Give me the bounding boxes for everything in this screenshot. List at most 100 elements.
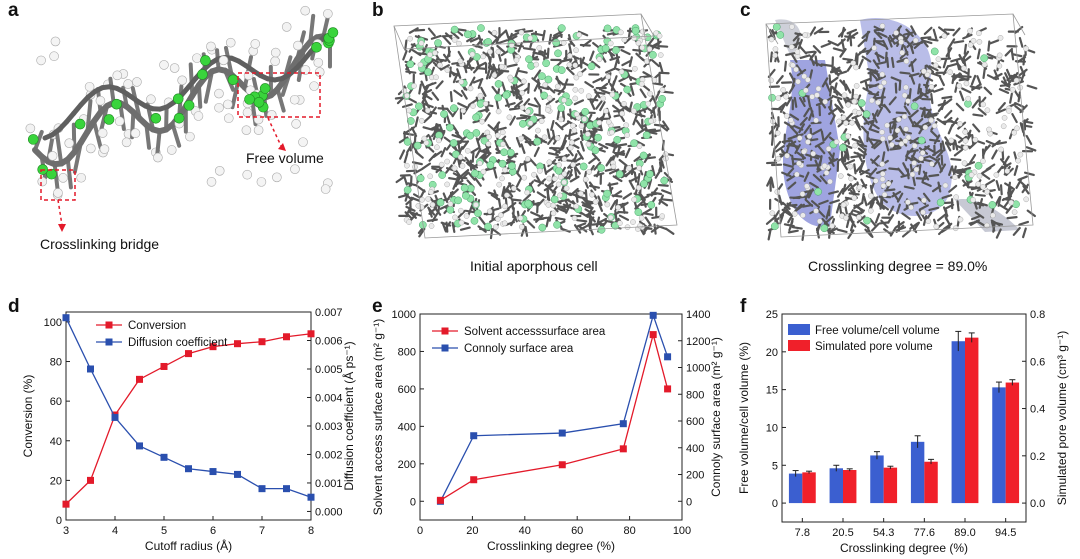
bond	[442, 36, 452, 45]
panel-c-cell	[765, 13, 1038, 241]
bond	[533, 69, 542, 79]
hydrogen-atom	[53, 188, 63, 198]
bond	[831, 94, 843, 101]
bond	[902, 162, 909, 173]
hydrogen-atom	[804, 183, 810, 189]
data-point	[136, 442, 143, 450]
crosslink-atom	[484, 38, 493, 46]
hydrogen-atom	[535, 127, 541, 134]
bond	[939, 142, 943, 154]
bond	[560, 227, 571, 233]
bond	[893, 123, 897, 135]
bond	[450, 31, 460, 40]
hydrogen-atom	[517, 215, 524, 221]
bond	[788, 72, 796, 83]
crosslink-atom	[259, 83, 271, 94]
hydrogen-atom	[920, 209, 926, 216]
plot-frame	[65, 311, 312, 521]
bond	[409, 141, 416, 152]
bond	[813, 27, 824, 35]
data-point	[160, 362, 168, 370]
bond	[481, 145, 492, 153]
hydrogen-atom	[447, 201, 454, 207]
hydrogen-atom	[169, 63, 180, 73]
bond	[1014, 105, 1024, 113]
bond	[835, 202, 841, 214]
bond	[785, 142, 791, 154]
x-tick-label: 6	[210, 525, 216, 537]
bond	[875, 75, 886, 82]
bond	[868, 92, 880, 97]
bond	[522, 98, 531, 108]
hydrogen-atom	[805, 76, 811, 83]
bond	[954, 139, 959, 151]
crosslink-atom	[615, 170, 624, 179]
data-point	[470, 476, 478, 484]
bond	[958, 77, 970, 82]
x-tick-label: 94.5	[995, 527, 1016, 539]
hydrogen-atom	[829, 223, 835, 229]
hydrogen-atom	[976, 172, 983, 179]
hydrogen-atom	[223, 99, 233, 110]
bond	[1022, 120, 1034, 125]
bond	[508, 107, 521, 111]
hydrogen-atom	[953, 194, 959, 200]
bond	[1011, 72, 1019, 83]
hydrogen-atom	[850, 60, 857, 66]
crosslink-atom	[474, 209, 482, 218]
bond	[791, 154, 795, 166]
bond	[444, 32, 454, 41]
x-tick-label: 0	[417, 525, 423, 537]
bond	[795, 64, 804, 74]
bond	[615, 53, 620, 65]
hydrogen-atom	[853, 64, 859, 71]
bond	[452, 179, 459, 190]
hydrogen-atom	[980, 184, 986, 190]
bond	[869, 196, 879, 205]
hydrogen-atom	[605, 73, 612, 80]
crosslink-atom	[150, 112, 162, 124]
hydrogen-atom	[218, 55, 229, 66]
bond	[921, 181, 932, 188]
crosslink-atom	[406, 117, 415, 125]
hydrogen-atom	[647, 90, 653, 97]
hydrogen-atom	[64, 138, 75, 148]
bond	[950, 57, 962, 63]
hydrogen-atom	[563, 185, 570, 192]
left-tick-label: 20	[766, 347, 778, 359]
series-line-connoly-surface-area	[439, 313, 669, 502]
crosslink-atom	[540, 91, 548, 100]
bond	[404, 39, 408, 51]
bond	[465, 56, 472, 68]
bond	[1025, 134, 1033, 145]
bond	[476, 132, 485, 143]
bond	[920, 38, 929, 48]
bond	[468, 98, 478, 106]
crosslink-atom	[603, 24, 612, 33]
bond	[999, 184, 1003, 196]
bond	[828, 190, 840, 195]
bond	[962, 33, 973, 40]
bond	[960, 75, 972, 78]
bond	[994, 196, 1001, 207]
bond	[108, 76, 116, 105]
crosslink-atom	[839, 143, 847, 152]
bond	[579, 140, 585, 152]
bond	[442, 53, 451, 64]
hydrogen-atom	[885, 180, 892, 187]
bond	[568, 43, 573, 55]
bond	[651, 191, 663, 196]
data-point	[649, 331, 657, 339]
bond	[617, 210, 629, 214]
bond	[878, 221, 890, 225]
bond	[942, 65, 950, 76]
hydrogen-atom	[986, 126, 992, 133]
hydrogen-atom	[851, 195, 858, 201]
hydrogen-atom	[573, 203, 579, 210]
hydrogen-atom	[570, 161, 576, 168]
bond	[516, 69, 528, 74]
bond	[562, 134, 568, 146]
hydrogen-atom	[270, 47, 281, 58]
bond	[546, 47, 550, 59]
bond	[814, 141, 825, 148]
